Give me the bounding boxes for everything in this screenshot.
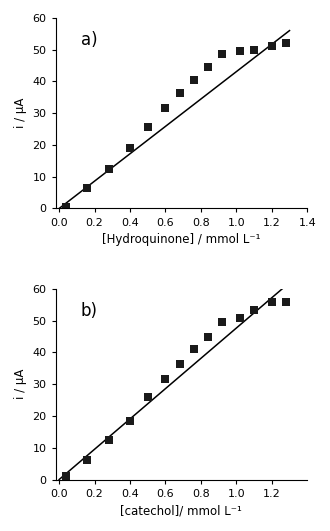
Point (85, 184, 90, 192)
Point (85, 456, 90, 465)
Point (127, 416, 133, 425)
Point (191, 75, 196, 84)
Point (269, 297, 275, 306)
Point (64, 203, 69, 211)
Point (205, 63, 211, 71)
Point (269, 42, 275, 51)
Y-axis label: i / μA: i / μA (14, 369, 27, 399)
Point (163, 104, 168, 113)
Point (219, 318, 225, 327)
Point (177, 359, 182, 368)
Text: b): b) (81, 302, 98, 320)
Point (205, 332, 211, 341)
Point (251, 305, 257, 314)
Point (177, 88, 182, 97)
X-axis label: [Hydroquinone] / mmol L⁻¹: [Hydroquinone] / mmol L⁻¹ (102, 233, 261, 246)
Text: a): a) (81, 31, 97, 49)
X-axis label: [catechol]/ mmol L⁻¹: [catechol]/ mmol L⁻¹ (120, 504, 242, 517)
Point (106, 165, 112, 173)
Point (145, 123, 150, 132)
Point (237, 47, 243, 55)
Point (283, 39, 289, 48)
Point (251, 46, 257, 54)
Point (191, 345, 196, 354)
Point (64, 472, 69, 481)
Point (127, 144, 133, 152)
Point (219, 50, 225, 58)
Point (283, 297, 289, 306)
Point (145, 393, 150, 401)
Point (237, 313, 243, 322)
Y-axis label: i / μA: i / μA (14, 98, 27, 129)
Point (106, 435, 112, 444)
Point (163, 375, 168, 384)
